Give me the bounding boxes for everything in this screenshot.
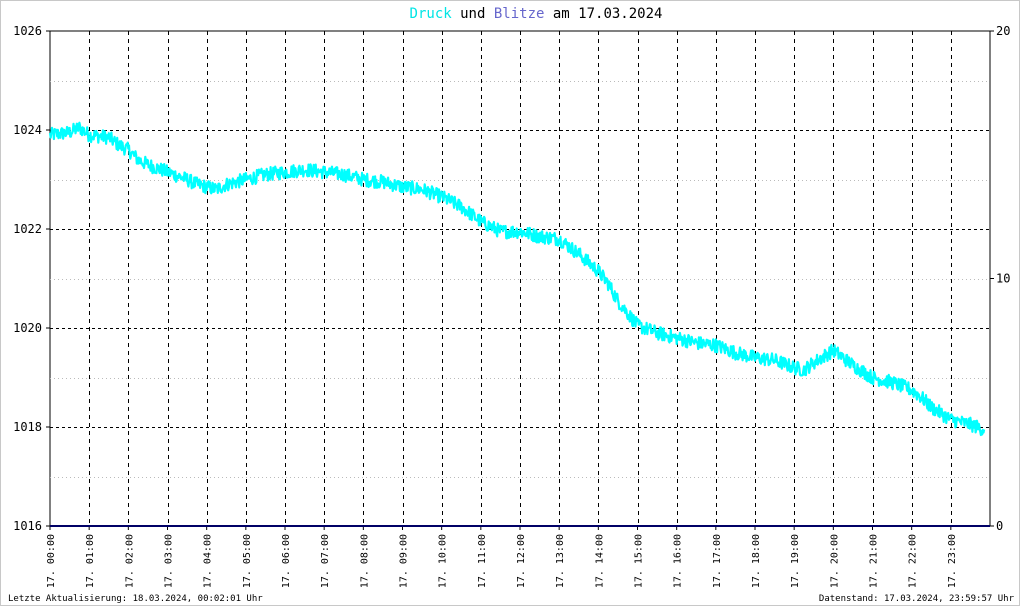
x-axis-ticks: 17. 00:00 17. 01:00 17. 02:00 17. 03:00 17. … [46, 526, 958, 588]
x-tick-label-11: 17. 11:00 [477, 534, 488, 588]
x-tick-label-18: 17. 18:00 [751, 534, 762, 588]
x-tick-label-4: 17. 04:00 [203, 534, 214, 588]
right-tick-label-1: 10 [996, 272, 1010, 286]
right-axis-ticks: 0 10 20 [990, 24, 1010, 533]
left-tick-label-0: 1016 [13, 519, 42, 533]
left-tick-label-4: 1024 [13, 123, 42, 137]
x-tick-label-2: 17. 02:00 [124, 534, 135, 588]
grid-layer [49, 30, 991, 527]
left-tick-label-5: 1026 [13, 24, 42, 38]
footer-right: Datenstand: 17.03.2024, 23:59:57 Uhr [819, 594, 1015, 604]
x-tick-label-5: 17. 05:00 [242, 534, 253, 588]
x-tick-label-13: 17. 13:00 [555, 534, 566, 588]
x-tick-label-0: 17. 00:00 [46, 534, 57, 588]
x-tick-label-10: 17. 10:00 [438, 534, 449, 588]
x-tick-label-8: 17. 08:00 [359, 534, 370, 588]
left-tick-label-1: 1018 [13, 420, 42, 434]
x-tick-label-23: 17. 23:00 [947, 534, 958, 588]
x-tick-label-16: 17. 16:00 [673, 534, 684, 588]
title-part-0: Druck [410, 6, 453, 22]
title-part-2: Blitze [494, 6, 545, 22]
series-layer [48, 121, 990, 527]
x-tick-label-12: 17. 12:00 [516, 534, 527, 588]
series-line-druck [48, 121, 986, 437]
x-tick-label-19: 17. 19:00 [790, 534, 801, 588]
left-tick-label-2: 1020 [13, 321, 42, 335]
title-part-1: und [452, 6, 494, 22]
x-tick-label-7: 17. 07:00 [320, 534, 331, 588]
right-tick-label-2: 20 [996, 24, 1010, 38]
left-tick-label-3: 1022 [13, 222, 42, 236]
title-part-3: am 17.03.2024 [544, 6, 662, 22]
right-tick-label-0: 0 [996, 519, 1003, 533]
left-axis-ticks: 1016 1018 1020 1022 1024 1026 [13, 24, 50, 533]
chart-title: Druck und Blitze am 17.03.2024 [410, 6, 663, 22]
x-tick-label-6: 17. 06:00 [281, 534, 292, 588]
x-tick-label-1: 17. 01:00 [85, 534, 96, 588]
footer-left: Letzte Aktualisierung: 18.03.2024, 00:02… [8, 594, 263, 604]
x-tick-label-15: 17. 15:00 [634, 534, 645, 588]
x-tick-label-14: 17. 14:00 [594, 534, 605, 588]
x-tick-label-9: 17. 09:00 [399, 534, 410, 588]
x-tick-label-22: 17. 22:00 [908, 534, 919, 588]
x-tick-label-20: 17. 20:00 [829, 534, 840, 588]
x-tick-label-17: 17. 17:00 [712, 534, 723, 588]
x-tick-label-3: 17. 03:00 [164, 534, 175, 588]
x-tick-label-21: 17. 21:00 [869, 534, 880, 588]
